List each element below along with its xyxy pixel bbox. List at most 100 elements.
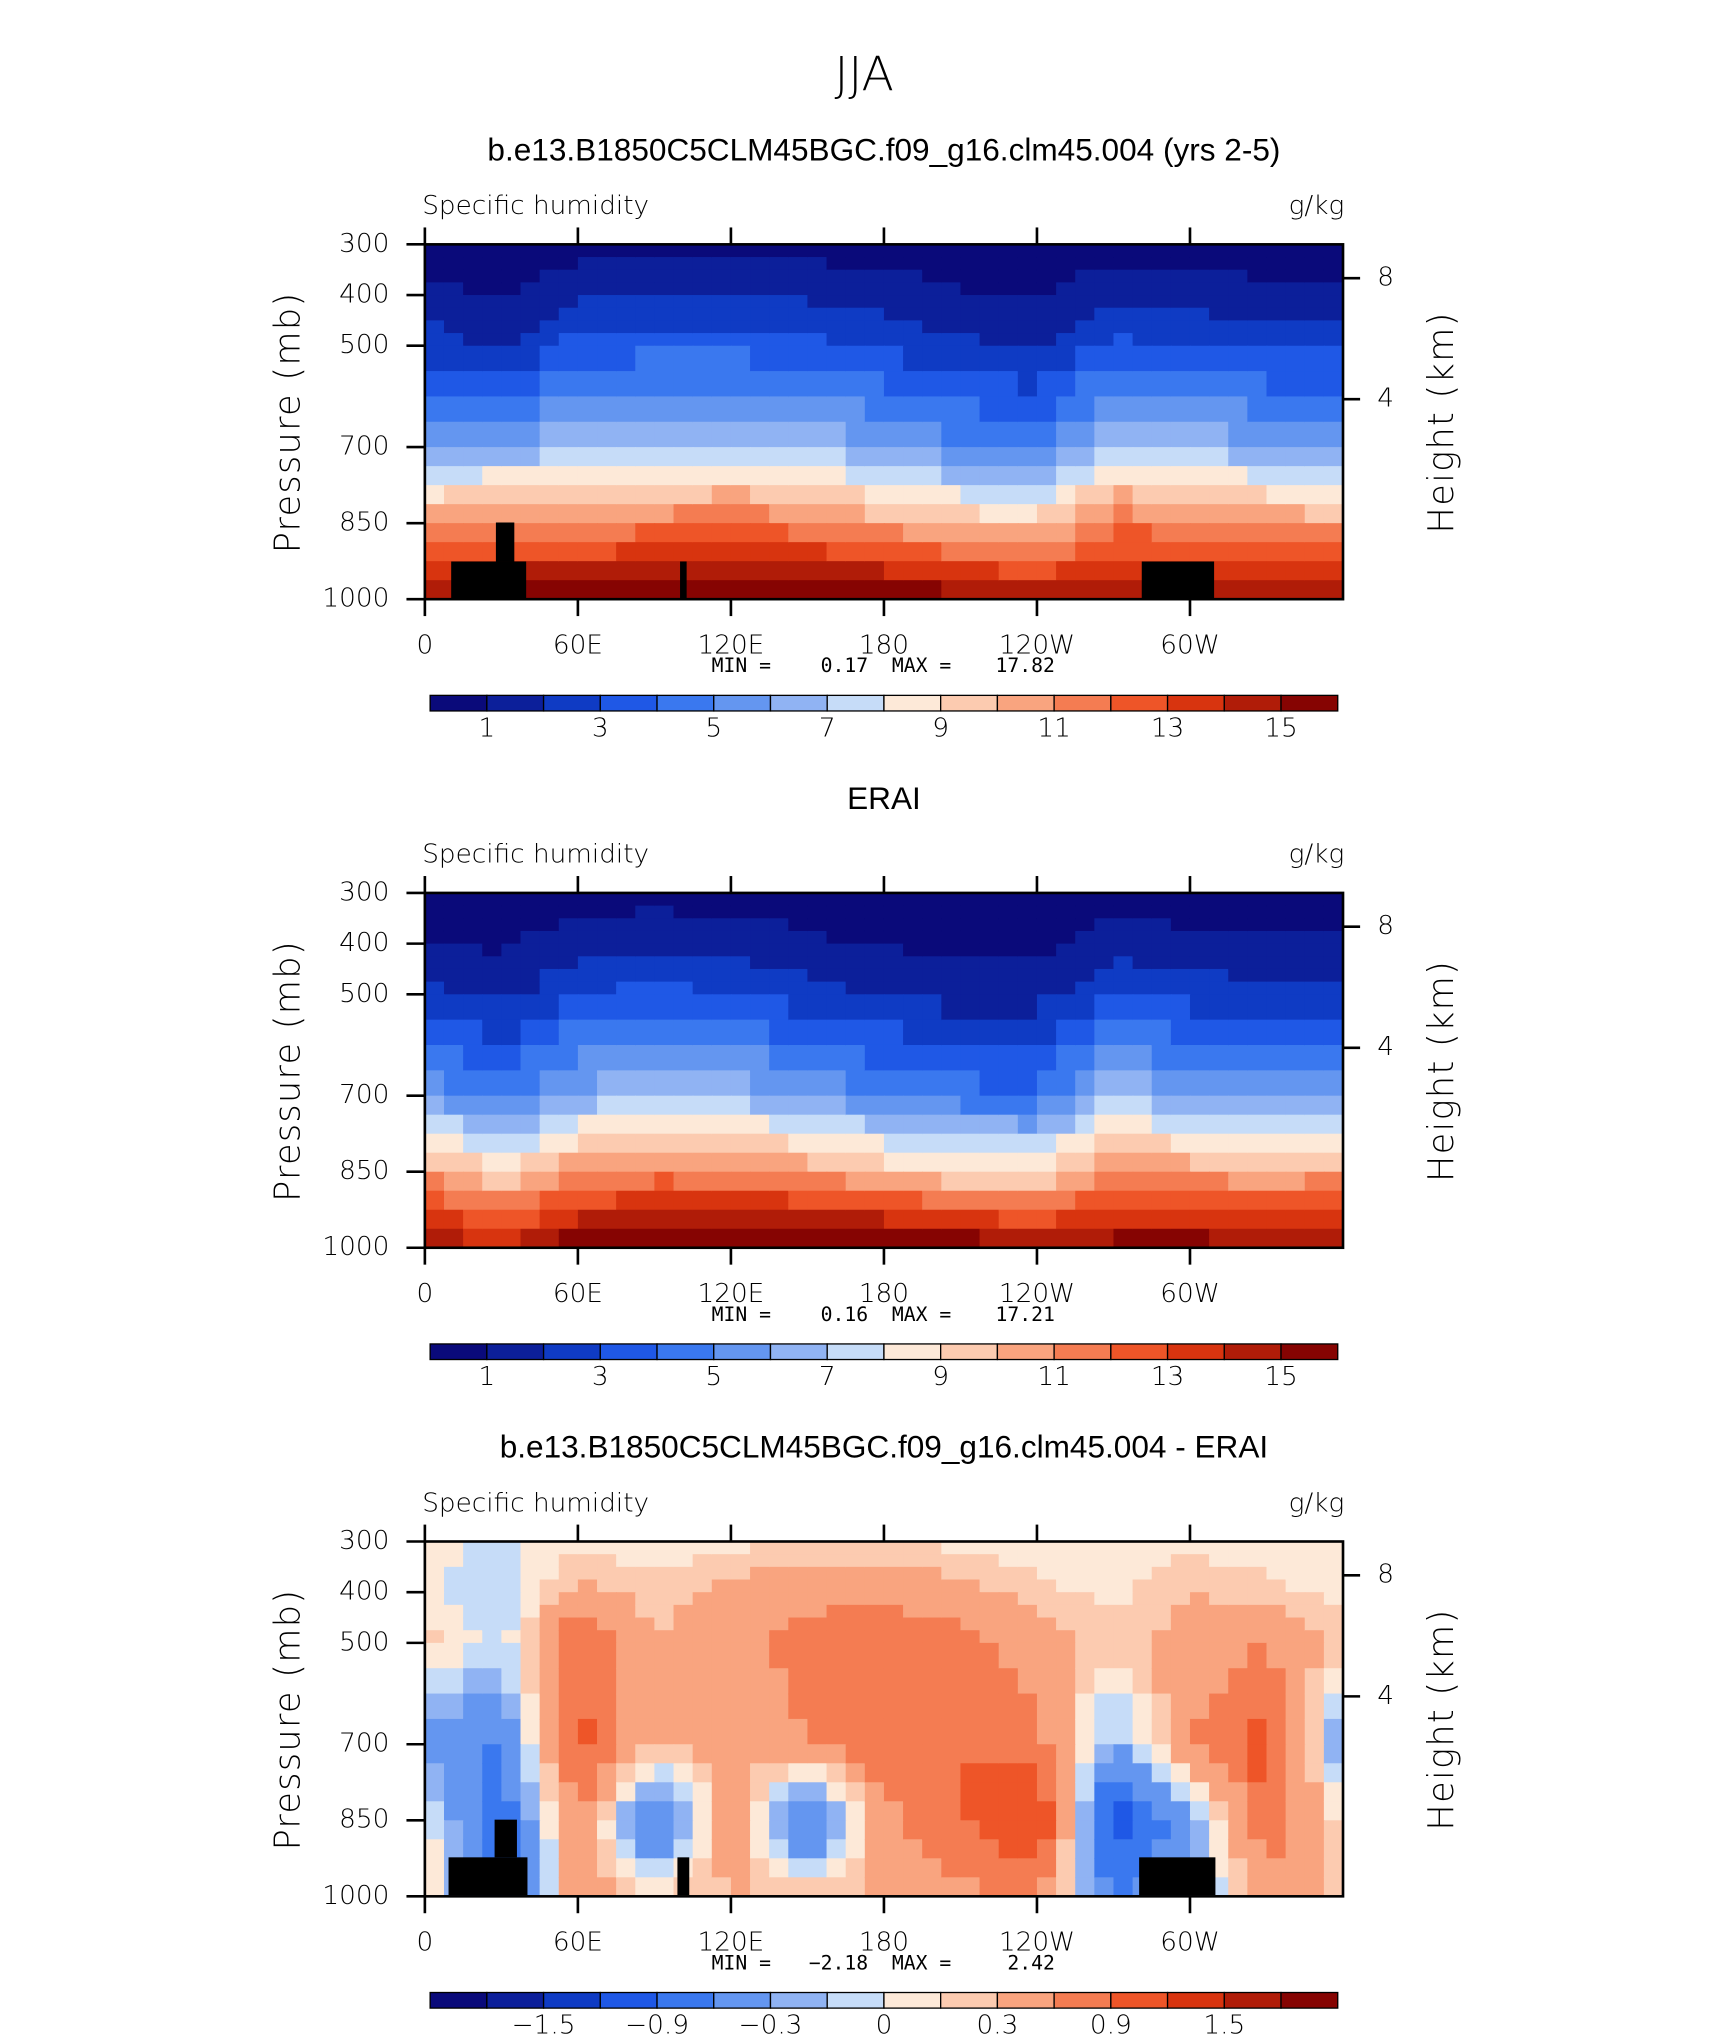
contour-cell	[788, 1171, 809, 1192]
contour-cell	[1132, 1190, 1153, 1211]
colorbar-swatch	[940, 1991, 999, 2009]
contour-cell	[673, 542, 694, 562]
contour-cell	[1056, 1114, 1077, 1135]
contour-cell	[960, 320, 981, 334]
contour-cell	[539, 1228, 560, 1249]
contour-cell	[960, 1095, 981, 1116]
colorbar-swatch	[1223, 694, 1282, 712]
contour-cell	[1247, 1228, 1268, 1249]
contour-cell	[539, 1592, 560, 1606]
contour-cell	[979, 930, 1000, 945]
contour-cell	[941, 561, 962, 581]
contour-cell	[463, 1604, 484, 1619]
contour-cell	[501, 269, 522, 284]
contour-cell	[520, 1718, 541, 1746]
contour-cell	[1036, 1133, 1057, 1154]
contour-cell	[730, 396, 751, 423]
contour-cell	[750, 1070, 770, 1097]
colorbar-label: −1.5	[512, 2011, 576, 2038]
contour-cell	[1056, 918, 1077, 932]
contour-cell	[1304, 396, 1325, 423]
contour-cell	[1151, 504, 1172, 524]
contour-cell	[1017, 1820, 1038, 1841]
contour-cell	[520, 295, 541, 309]
contour-cell	[654, 1617, 675, 1631]
contour-cell	[788, 1604, 809, 1619]
contour-cell	[482, 1095, 503, 1116]
contour-cell	[1056, 892, 1077, 907]
contour-cell	[1017, 1744, 1038, 1765]
contour-cell	[711, 1858, 732, 1879]
contour-cell	[922, 257, 943, 271]
contour-cell	[769, 421, 790, 448]
contour-cell	[730, 1839, 751, 1860]
contour-cell	[501, 257, 522, 271]
contour-cell	[443, 1839, 464, 1860]
contour-cell	[597, 943, 617, 958]
contour-cell	[577, 466, 598, 486]
contour-cell	[826, 371, 847, 398]
contour-cell	[883, 1693, 904, 1720]
contour-cell	[769, 1579, 790, 1593]
contour-cell	[597, 905, 617, 920]
contour-cell	[1094, 1190, 1115, 1211]
contour-cell	[864, 345, 885, 372]
contour-cell	[1304, 447, 1325, 467]
contour-cell	[616, 345, 637, 372]
contour-cell	[788, 1541, 809, 1555]
contour-cell	[788, 257, 809, 271]
contour-cell	[1017, 523, 1038, 543]
contour-cell	[769, 1630, 790, 1644]
contour-cell	[597, 1693, 617, 1720]
contour-cell	[1113, 1877, 1134, 1898]
contour-cell	[463, 1718, 484, 1746]
contour-cell	[1209, 1782, 1230, 1803]
contour-cell	[654, 447, 675, 467]
contour-cell	[769, 968, 790, 983]
contour-cell	[826, 1744, 847, 1765]
contour-cell	[482, 485, 503, 505]
contour-cell	[1323, 981, 1344, 996]
contour-cell	[654, 1801, 675, 1822]
contour-cell	[1075, 1617, 1096, 1631]
contour-cell	[1323, 1095, 1344, 1116]
contour-cell	[577, 1763, 598, 1784]
max-value: 17.21	[996, 1303, 1055, 1326]
contour-cell	[1132, 282, 1153, 296]
contour-cell	[616, 1877, 637, 1898]
contour-cell	[692, 981, 713, 996]
contour-cell	[730, 1152, 751, 1173]
contour-cell	[788, 930, 809, 945]
contour-cell	[1056, 320, 1077, 334]
contour-cell	[730, 295, 751, 309]
contour-cell	[883, 523, 904, 543]
contour-cell	[845, 1668, 866, 1695]
contour-cell	[501, 1763, 522, 1784]
contour-cell	[998, 918, 1019, 932]
contour-cell	[1304, 1630, 1325, 1644]
contour-cell	[960, 561, 981, 581]
contour-cell	[960, 918, 981, 932]
contour-cell	[424, 1541, 445, 1555]
contour-cell	[1285, 1858, 1306, 1879]
contour-cell	[1247, 447, 1268, 467]
contour-cell	[482, 1566, 503, 1581]
contour-cell	[1209, 994, 1230, 1021]
contour-cell	[1228, 282, 1249, 296]
contour-cell	[1209, 1095, 1230, 1116]
contour-cell	[1017, 1579, 1038, 1593]
contour-cell	[769, 1566, 790, 1581]
variable-label: Specific humidity	[422, 191, 649, 221]
contour-cell	[1189, 956, 1210, 970]
contour-cell	[845, 1044, 866, 1072]
contour-cell	[424, 1228, 445, 1249]
colorbar-swatch	[1053, 694, 1112, 712]
contour-cell	[1036, 1152, 1057, 1173]
contour-cell	[1094, 1019, 1115, 1046]
contour-cell	[864, 447, 885, 467]
colorbar-swatch	[599, 1343, 658, 1361]
contour-cell	[1056, 1566, 1077, 1581]
contour-cell	[443, 905, 464, 920]
contour-cell	[711, 542, 732, 562]
contour-cell	[1056, 257, 1077, 271]
